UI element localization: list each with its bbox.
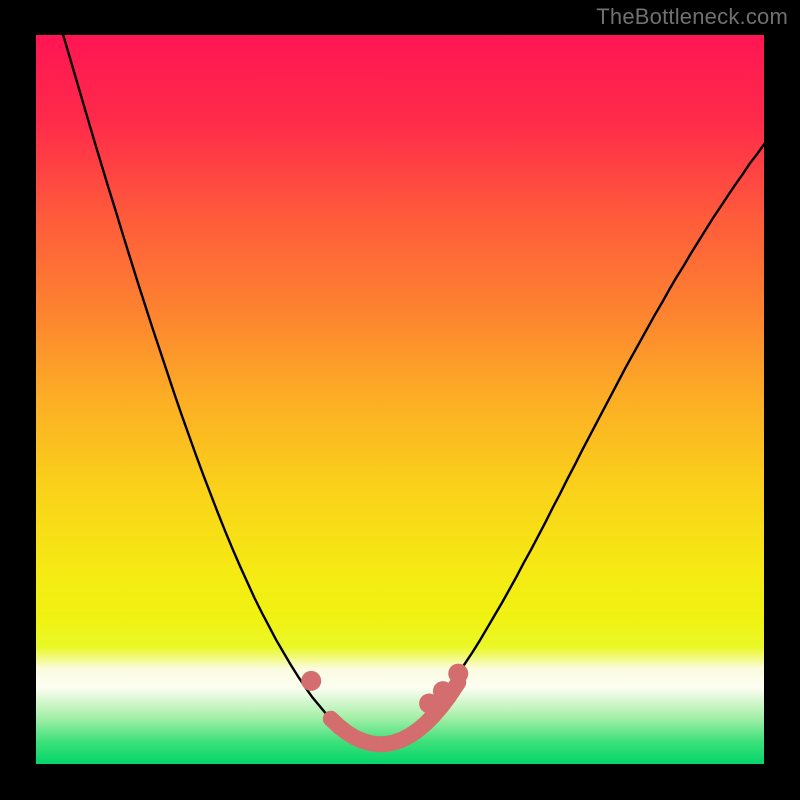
bottleneck-chart	[0, 0, 800, 800]
marker-point	[433, 681, 453, 701]
marker-point	[448, 664, 468, 684]
marker-point	[301, 671, 321, 691]
gradient-background	[36, 35, 764, 764]
